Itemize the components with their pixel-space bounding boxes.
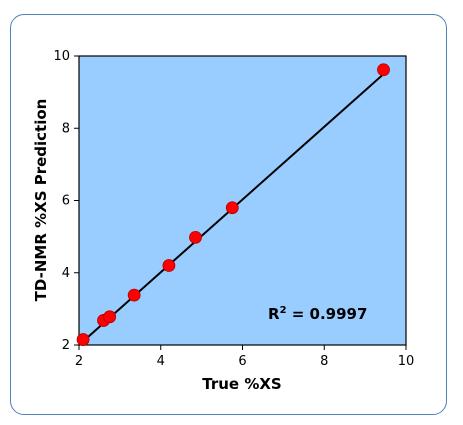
y-tick-label: 2: [62, 338, 70, 353]
y-tick-label: 6: [62, 194, 70, 209]
y-tick-label: 4: [62, 266, 70, 281]
x-tick-label: 6: [238, 354, 246, 369]
data-point: [162, 259, 176, 272]
axis-ticks: [74, 55, 407, 350]
x-tick-label: 10: [398, 354, 415, 369]
x-tick-label: 8: [320, 354, 328, 369]
data-point: [225, 201, 239, 215]
r-squared-superscript: 2: [280, 305, 287, 316]
data-points: [76, 63, 390, 346]
data-point: [377, 63, 390, 77]
x-tick-label: 2: [75, 354, 83, 369]
data-point: [103, 310, 117, 324]
y-axis-title: TD-NMR %XS Prediction: [32, 99, 50, 302]
x-tick-labels: 2 4 6 8 10: [75, 354, 414, 369]
data-point: [76, 333, 90, 346]
data-point: [127, 288, 141, 302]
y-tick-label: 8: [62, 121, 70, 136]
r-squared-value: = 0.9997: [287, 305, 368, 323]
y-tick-labels: 2 4 6 8 10: [53, 49, 70, 353]
y-tick-label: 10: [53, 49, 70, 64]
x-tick-label: 4: [157, 354, 165, 369]
data-point: [189, 230, 202, 244]
r-squared-main: R: [268, 305, 280, 323]
x-axis-title: True %XS: [202, 375, 281, 393]
r-squared-annotation: R2 = 0.9997: [268, 305, 367, 323]
